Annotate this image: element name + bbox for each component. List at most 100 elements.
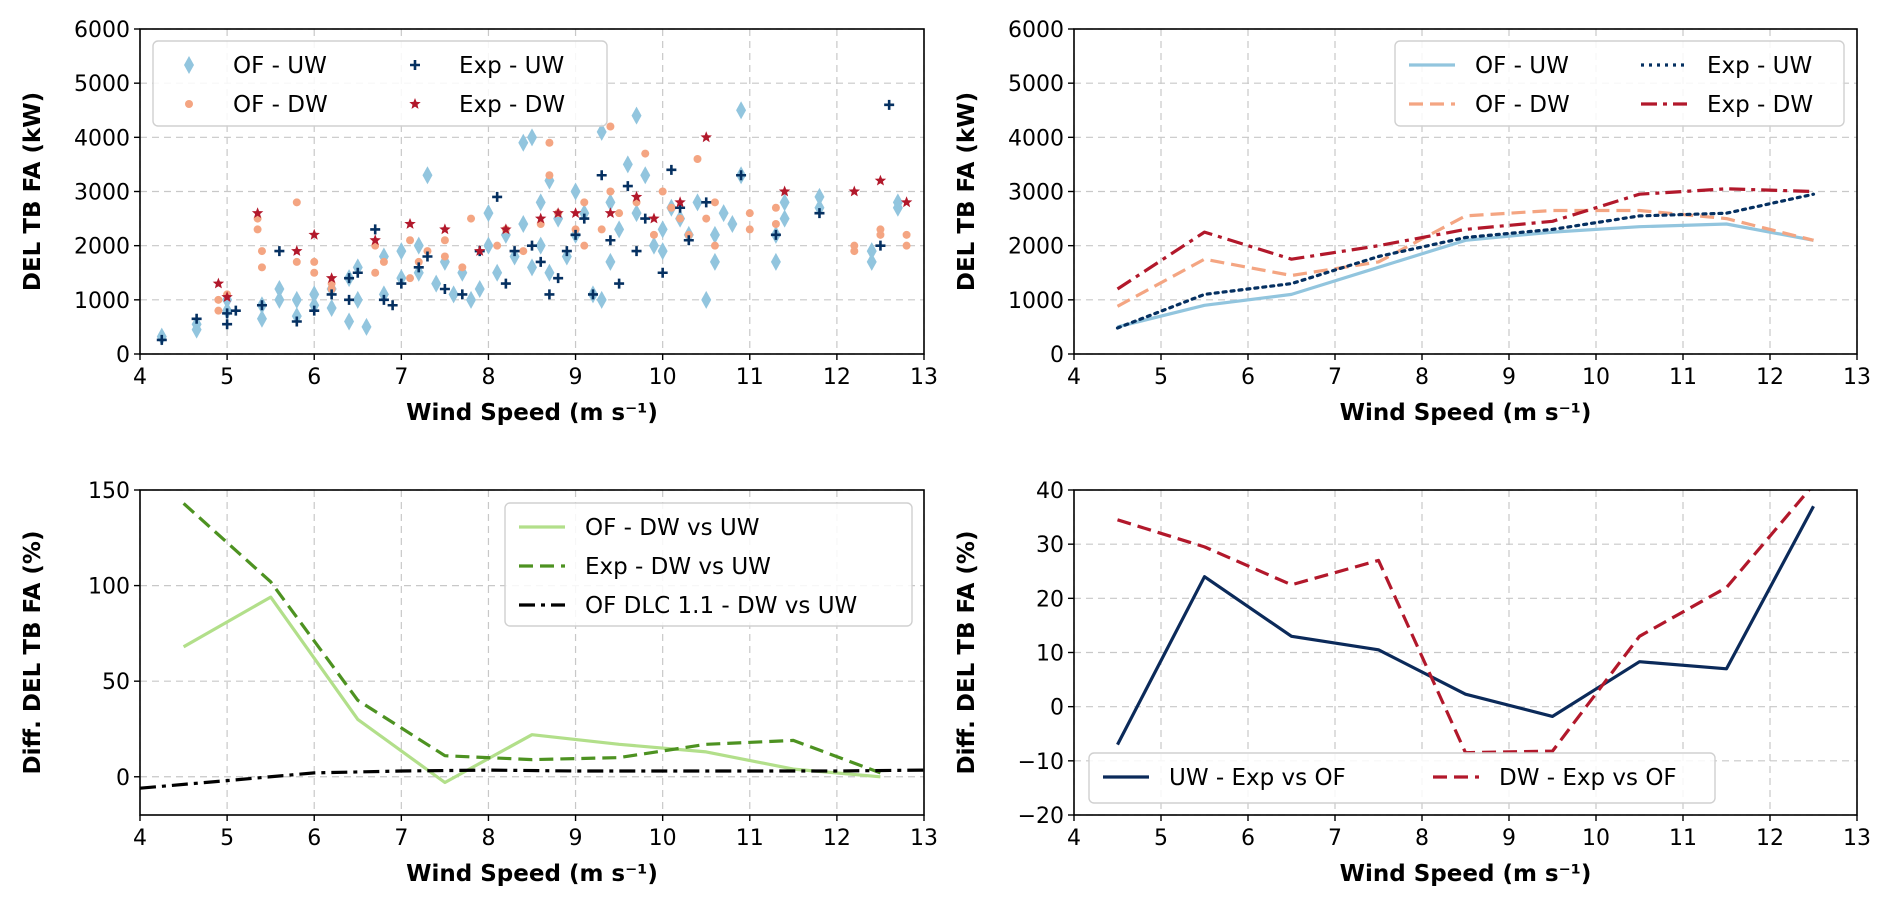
x-tick-label: 7 (394, 365, 408, 390)
data-point (667, 203, 676, 212)
data-point (344, 273, 355, 284)
data-point (900, 196, 913, 208)
data-point (544, 263, 555, 282)
data-point (310, 268, 319, 277)
data-point (710, 198, 719, 207)
series-Exp - UW (156, 99, 895, 345)
data-point (604, 207, 617, 218)
x-tick-label: 13 (910, 826, 938, 851)
data-point (378, 294, 389, 305)
data-point (191, 313, 202, 324)
data-point (569, 207, 582, 218)
data-point (483, 204, 494, 223)
data-point (352, 290, 363, 309)
y-tick-label: 6000 (74, 18, 130, 43)
x-tick-label: 6 (1241, 365, 1255, 390)
x-tick-label: 8 (481, 826, 495, 851)
data-point (535, 236, 546, 255)
data-point (640, 213, 651, 224)
data-point (605, 235, 616, 246)
data-point (344, 294, 355, 305)
data-point (492, 191, 503, 202)
y-tick-label: 40 (1036, 479, 1064, 504)
y-axis-label: DEL TB FA (kW) (20, 92, 46, 291)
data-point (779, 209, 790, 228)
data-point (406, 274, 415, 283)
series-line-Exp - UW (1115, 192, 1816, 330)
x-axis-label: Wind Speed (m s⁻¹) (1340, 861, 1592, 887)
legend-box (1394, 40, 1845, 127)
y-tick-label: 3000 (74, 181, 130, 206)
data-point (649, 230, 658, 239)
data-point (545, 138, 554, 147)
plot-area (140, 502, 924, 790)
x-tick-label: 5 (220, 365, 234, 390)
plot-area (1116, 490, 1815, 755)
x-tick-label: 4 (133, 365, 147, 390)
data-point (493, 241, 502, 250)
data-point (230, 305, 241, 316)
y-tick-label: 4000 (1008, 126, 1064, 151)
y-tick-label: 6000 (1008, 18, 1064, 43)
data-point (866, 252, 877, 271)
data-point (439, 284, 450, 294)
data-point (770, 229, 781, 240)
data-point (545, 171, 554, 180)
x-tick-label: 11 (736, 826, 764, 851)
data-point (779, 193, 790, 212)
data-point (214, 306, 223, 315)
legend: UW - Exp vs OF DW - Exp vs OF (1088, 752, 1716, 804)
x-tick-label: 10 (649, 826, 677, 851)
data-point (156, 334, 167, 345)
data-point (274, 280, 285, 298)
data-point (413, 236, 424, 255)
legend-entry: DW - Exp vs OF (1433, 765, 1677, 791)
data-point (544, 289, 555, 300)
x-tick-label: 11 (736, 365, 764, 390)
data-point (771, 203, 780, 212)
chart-top-right: 4 5 6 7 8 9 10 11 12 13 0 1000 2000 3000 4000 5000 6000 W… (954, 18, 1871, 426)
x-tick-label: 12 (823, 826, 851, 851)
data-point (519, 247, 528, 256)
data-point (431, 274, 442, 293)
x-tick-label: 5 (220, 826, 234, 851)
data-point (587, 289, 598, 300)
data-point (257, 247, 266, 256)
x-tick-label: 11 (1669, 365, 1697, 390)
data-point (770, 252, 781, 271)
legend-label: Exp - DW vs UW (585, 554, 771, 580)
y-tick-label: 0 (116, 766, 130, 791)
data-point (310, 257, 319, 266)
x-tick-label: 13 (1843, 365, 1871, 390)
data-point (579, 213, 590, 224)
data-point (884, 99, 895, 110)
data-point (361, 317, 372, 336)
chart-bottom-right: 4 5 6 7 8 9 10 11 12 13 −20 −10 0 10 20 30 40 Wind Speed … (954, 479, 1871, 887)
data-point (876, 230, 885, 239)
legend-label: Exp - DW (459, 92, 565, 118)
y-tick-label: −20 (1018, 804, 1064, 829)
data-point (605, 193, 616, 212)
series-line-OF DLC 1.1 - DW vs UW (140, 768, 924, 790)
legend-marker (185, 100, 193, 108)
data-point (222, 319, 233, 330)
data-point (422, 251, 433, 262)
data-point (535, 193, 546, 212)
legend-label: OF - UW (1475, 53, 1569, 79)
x-tick-label: 8 (1415, 365, 1429, 390)
data-point (622, 181, 633, 192)
data-point (308, 228, 320, 240)
data-point (500, 278, 511, 289)
legend-label: UW - Exp vs OF (1169, 765, 1346, 791)
data-point (396, 242, 407, 261)
x-tick-label: 10 (1582, 365, 1610, 390)
data-point (596, 122, 607, 141)
x-tick-label: 12 (823, 365, 851, 390)
data-point (274, 290, 285, 309)
data-point (657, 242, 668, 261)
data-point (439, 252, 450, 271)
series-line-Exp - DW vs UW (182, 502, 881, 775)
legend-entry: Exp - DW (409, 92, 565, 118)
legend-entry: UW - Exp vs OF (1103, 765, 1346, 791)
